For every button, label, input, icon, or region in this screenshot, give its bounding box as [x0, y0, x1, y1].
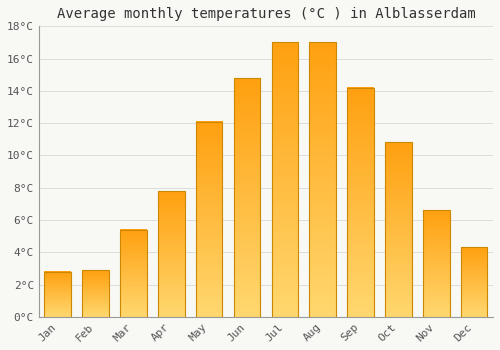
Bar	[82, 270, 109, 317]
Bar	[385, 142, 411, 317]
Bar	[310, 42, 336, 317]
Title: Average monthly temperatures (°C ) in Alblasserdam: Average monthly temperatures (°C ) in Al…	[56, 7, 476, 21]
Bar	[348, 88, 374, 317]
Bar	[272, 42, 298, 317]
Bar	[196, 121, 222, 317]
Bar	[158, 191, 184, 317]
Bar	[461, 247, 487, 317]
Bar	[44, 272, 71, 317]
Bar	[423, 210, 450, 317]
Bar	[234, 78, 260, 317]
Bar	[120, 230, 146, 317]
